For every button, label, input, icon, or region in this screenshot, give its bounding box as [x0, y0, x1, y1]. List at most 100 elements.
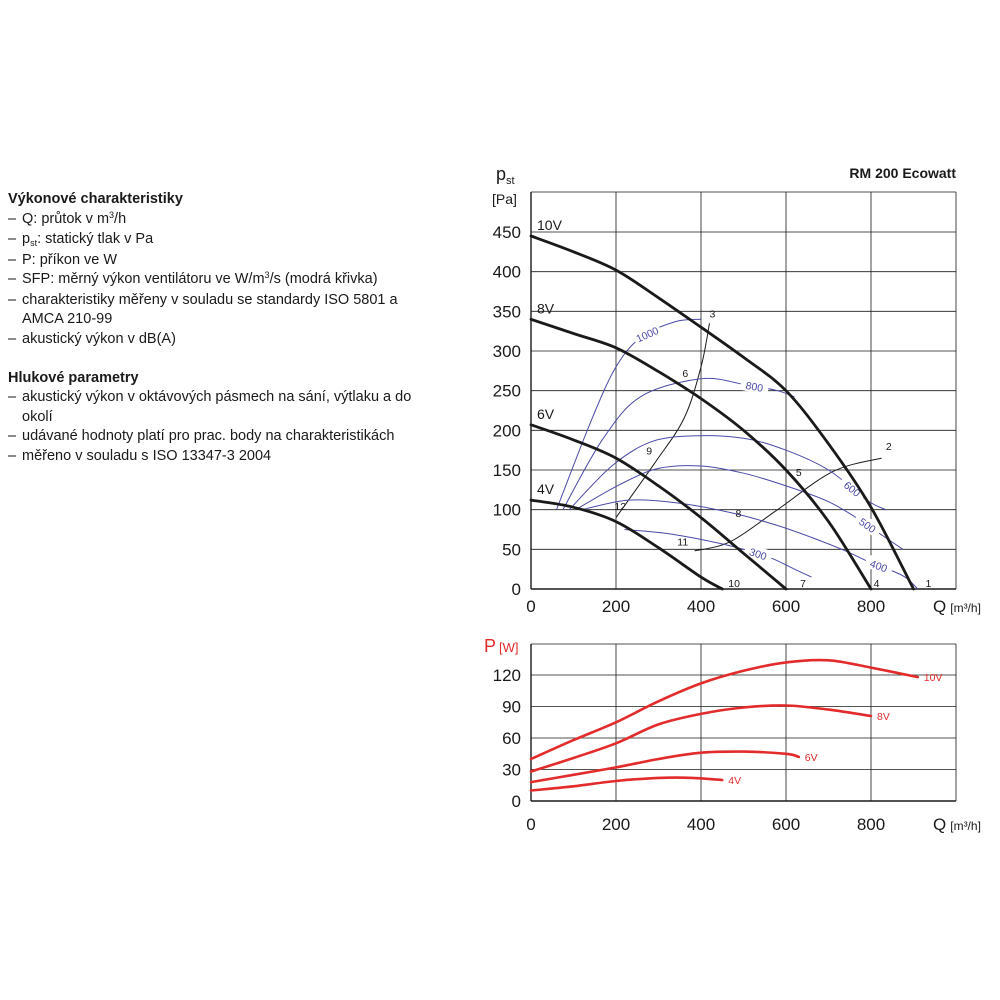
legend-item-text: charakteristiky měřeny v souladu se stan… [22, 291, 398, 328]
legend-panel: Výkonové charakteristiky – Q: průtok v m3… [8, 190, 438, 466]
sfp-curve-label: 300 [748, 546, 769, 563]
x-axis-label: Q [m³/h] [933, 597, 981, 616]
sfp-curve [568, 435, 887, 511]
operating-point-label: 10 [728, 578, 740, 590]
x-tick-label: 0 [526, 815, 535, 834]
operating-point-label: 8 [735, 508, 741, 520]
fan-curve-label: 10V [537, 217, 563, 233]
y-tick-label: 0 [512, 792, 521, 811]
dash-bullet: – [8, 447, 17, 464]
system-curve [694, 457, 882, 552]
sfp-label-bg [742, 542, 774, 564]
operating-point-label: 5 [796, 467, 802, 479]
operating-point-label: 2 [886, 441, 892, 453]
pressure-chart: RM 200 Ecowatt pst [Pa] Q [m³/h] 05010015… [492, 164, 981, 616]
x-tick-label: 800 [857, 597, 885, 616]
x-tick-label: 0 [526, 597, 535, 616]
dash-bullet: – [8, 428, 17, 444]
x-tick-label: 200 [602, 597, 630, 616]
y-tick-label: 450 [493, 223, 521, 242]
y-tick-label: 150 [493, 461, 521, 480]
power-curve-label: 6V [805, 752, 818, 764]
power-chart: P [W] Q [m³/h] 0 30 60 90 120 0 200 400 600 800 10V 8… [484, 636, 981, 834]
x-tick-label: 200 [602, 815, 630, 834]
power-curve [529, 658, 920, 761]
legend-item: – akustický výkon v dB(A) [8, 330, 438, 350]
operating-point-label: 12 [614, 501, 626, 513]
legend-item: – Q: průtok v m3/h [8, 210, 438, 231]
legend-item: – měřeno v souladu s ISO 13347-3 2004 [8, 447, 438, 467]
dash-bullet: – [8, 231, 17, 247]
y-tick-label: 350 [493, 302, 521, 321]
dash-bullet: – [8, 389, 17, 405]
sfp-curve [581, 499, 919, 590]
power-curve-label: 8V [877, 711, 890, 723]
fan-curve-label: 6V [537, 406, 555, 422]
sfp-label-bg [837, 474, 868, 503]
legend-item-text: pst: statický tlak v Pa [22, 231, 154, 248]
x-tick-label: 600 [772, 597, 800, 616]
y-tick-label: 60 [502, 729, 521, 748]
fan-curve [529, 423, 788, 591]
legend-item: – akustický výkon v oktávových pásmech na… [8, 388, 438, 427]
x-tick-label: 600 [772, 815, 800, 834]
legend-item: – udávané hodnoty platí pro prac. body na… [8, 427, 438, 447]
power-curve-label: 4V [728, 775, 741, 787]
y-tick-label: 200 [493, 421, 521, 440]
fan-curve [529, 234, 915, 591]
chart-title: RM 200 Ecowatt [849, 165, 956, 181]
sfp-curve-label: 400 [868, 558, 889, 575]
dash-bullet: – [8, 251, 17, 268]
y-tick-label: 250 [493, 382, 521, 401]
y-tick-label: 120 [493, 666, 521, 685]
sfp-label-bg [863, 554, 895, 577]
legend-item-text: SFP: měrný výkon ventilátoru ve W/m3/s (… [22, 270, 378, 287]
performance-heading: Výkonové charakteristiky [8, 191, 183, 207]
power-x-axis-label: Q [m³/h] [933, 815, 981, 834]
legend-item: – SFP: měrný výkon ventilátoru ve W/m3/s … [8, 270, 438, 291]
legend-item: – pst: statický tlak v Pa [8, 230, 438, 251]
legend-item: – charakteristiky měřeny v souladu se sta… [8, 291, 438, 330]
noise-heading: Hlukové parametry [8, 369, 139, 386]
fan-curve [529, 498, 724, 591]
operating-point-label: 9 [646, 446, 652, 458]
x-tick-label: 800 [857, 815, 885, 834]
sfp-curve [624, 529, 812, 578]
dash-bullet: – [8, 271, 17, 287]
legend-item-text: Q: průtok v m3/h [22, 209, 127, 227]
y-tick-label: 100 [493, 501, 521, 520]
legend-item-text: měřeno v souladu s ISO 13347-3 2004 [22, 447, 272, 464]
operating-point-label: 4 [874, 578, 880, 590]
sfp-label-bg [631, 322, 663, 346]
fan-curve-label: 4V [537, 481, 555, 497]
dash-bullet: – [8, 210, 17, 227]
dash-bullet: – [8, 291, 17, 308]
performance-list: – Q: průtok v m3/h – pst: statický tlak v P… [8, 210, 438, 350]
fan-curve [529, 317, 873, 591]
sfp-curve [562, 377, 795, 510]
legend-item-text: akustický výkon v dB(A) [22, 330, 176, 347]
x-tick-label: 400 [687, 597, 715, 616]
operating-point-label: 11 [677, 537, 688, 549]
legend-item-text: P: příkon ve W [22, 251, 118, 268]
sfp-curve-label: 800 [745, 380, 765, 395]
system-curve [615, 323, 710, 518]
power-curve [529, 704, 873, 773]
y-tick-label: 50 [502, 540, 521, 559]
sfp-label-bg [852, 511, 884, 539]
y-tick-label: 0 [512, 580, 521, 599]
operating-point-label: 6 [682, 368, 688, 380]
power-curve [529, 750, 801, 784]
fan-curve-label: 8V [537, 300, 555, 316]
y-tick-label: 300 [493, 342, 521, 361]
y-tick-label: 90 [502, 698, 521, 717]
operating-point-label: 7 [800, 578, 806, 590]
x-tick-label: 400 [687, 815, 715, 834]
y-axis-unit: [Pa] [492, 191, 517, 207]
legend-item-text: udávané hodnoty platí pro prac. body na … [22, 428, 395, 444]
power-curve [529, 776, 724, 792]
y-axis-label: pst [496, 164, 515, 187]
power-y-axis-label: P [W] [484, 636, 519, 656]
power-curve-label: 10V [924, 672, 943, 684]
